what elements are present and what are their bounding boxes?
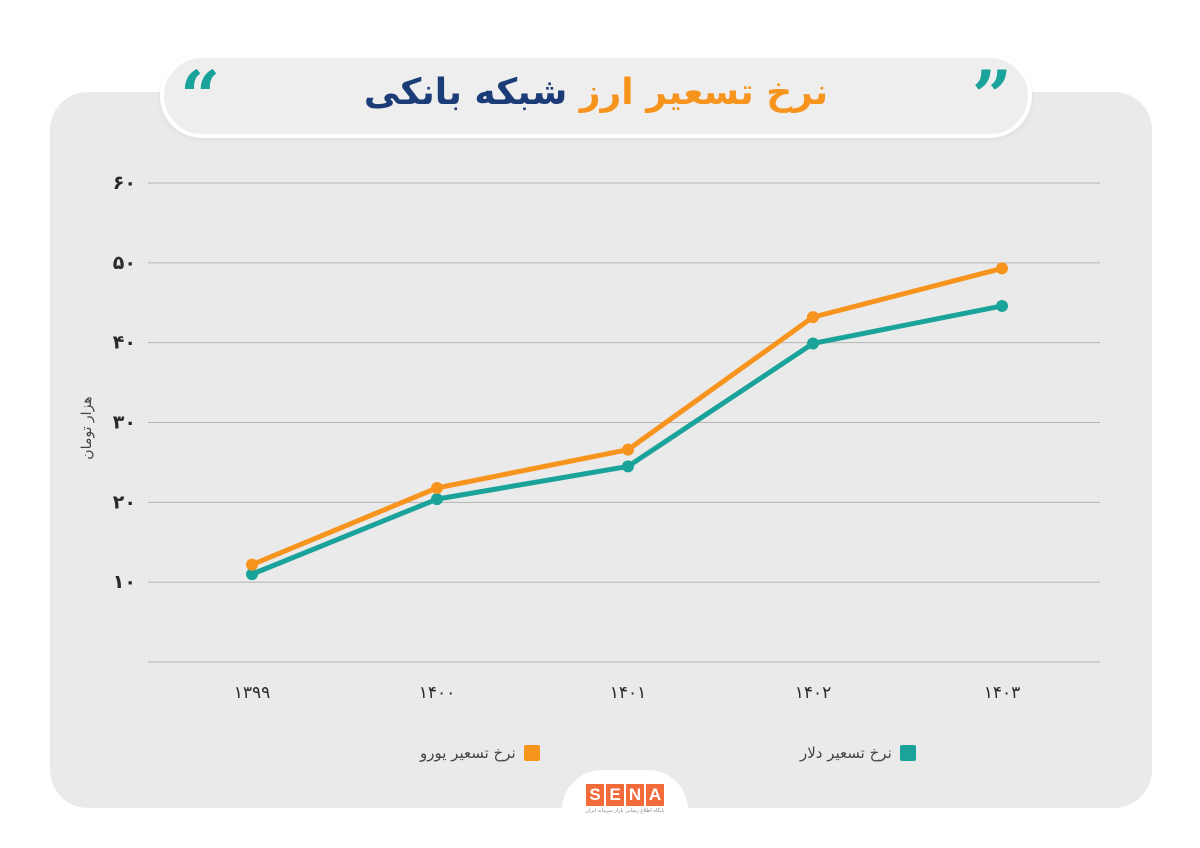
sena-tagline: پایگاه اطلاع رسانی بازار سرمایه ایران	[585, 808, 665, 814]
legend-euro-label: نرخ تسعیر یورو	[420, 744, 516, 762]
data-point-dollar	[807, 337, 819, 350]
x-tick-label: ۱۴۰۳	[984, 683, 1021, 703]
data-point-dollar	[996, 299, 1008, 312]
data-point-euro	[431, 481, 443, 494]
close-quote-icon: ”	[971, 55, 1012, 138]
data-point-euro	[807, 311, 819, 324]
data-point-dollar	[246, 568, 258, 581]
x-tick-label: ۱۴۰۲	[795, 683, 832, 703]
y-tick-label: ۲۰	[113, 491, 136, 513]
open-quote-icon: “	[180, 55, 221, 138]
data-point-dollar	[431, 493, 443, 506]
logo-letter-a: A	[646, 784, 664, 806]
y-tick-label: ۴۰	[113, 332, 136, 354]
title-highlight: نرخ تسعیر ارز	[579, 72, 829, 113]
sena-logo: S E N A پایگاه اطلاع رسانی بازار سرمایه …	[562, 770, 688, 830]
chart-card	[50, 92, 1152, 808]
y-tick-label: ۵۰	[113, 252, 136, 274]
chart-title: نرخ تسعیر ارز شبکه بانکی	[164, 72, 1028, 113]
data-point-euro	[622, 443, 634, 456]
logo-letter-s: S	[586, 784, 604, 806]
sena-logo-mark: S E N A	[586, 784, 664, 806]
data-point-euro	[246, 558, 258, 571]
title-rest: شبکه بانکی	[363, 72, 568, 113]
legend-dollar-label: نرخ تسعیر دلار	[800, 744, 892, 762]
x-tick-label: ۱۳۹۹	[234, 683, 271, 703]
series-line-dollar	[249, 303, 1005, 577]
y-tick-label: ۶۰	[113, 172, 136, 194]
logo-letter-n: N	[626, 784, 644, 806]
y-tick-label: ۳۰	[113, 412, 136, 434]
x-tick-label: ۱۴۰۱	[610, 683, 647, 703]
y-tick-label: ۱۰	[113, 571, 136, 593]
x-tick-label: ۱۴۰۰	[419, 683, 456, 703]
legend-euro-swatch	[523, 745, 540, 761]
legend-euro: نرخ تسعیر یورو	[420, 744, 540, 762]
series-line-euro	[249, 265, 1005, 568]
y-axis-label: هزار تومان	[79, 396, 95, 460]
legend-dollar: نرخ تسعیر دلار	[800, 744, 916, 762]
title-banner: “ نرخ تسعیر ارز شبکه بانکی ”	[160, 54, 1032, 138]
data-point-euro	[996, 262, 1008, 275]
legend-dollar-swatch	[899, 745, 916, 761]
data-point-dollar	[622, 460, 634, 473]
logo-letter-e: E	[606, 784, 624, 806]
